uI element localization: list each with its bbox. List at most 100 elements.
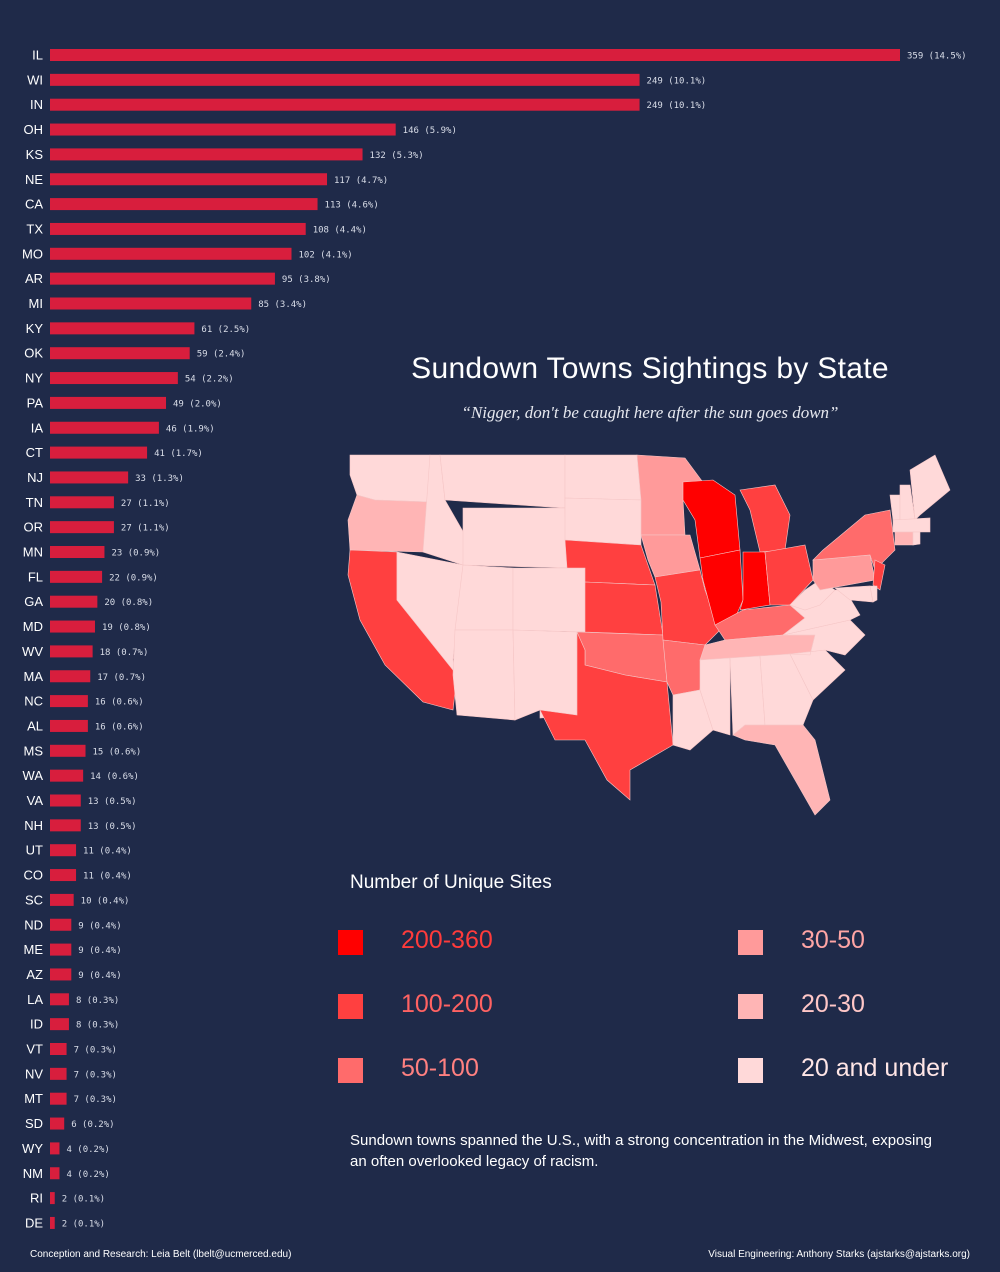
- map-state-mi: [739, 484, 791, 553]
- state-label-ne: NE: [25, 172, 43, 187]
- map-state-az: [452, 629, 516, 721]
- map-state-pa: [812, 554, 876, 591]
- map-state-vt: [889, 494, 901, 521]
- bar-oh: [50, 123, 396, 136]
- chart-subtitle: “Nigger, don't be caught here after the …: [461, 403, 839, 422]
- bar-va: [50, 794, 81, 807]
- state-label-ms: MS: [24, 743, 44, 758]
- state-label-al: AL: [27, 718, 43, 733]
- value-label-ok: 59 (2.4%): [197, 350, 246, 360]
- value-label-ga: 20 (0.8%): [104, 598, 153, 608]
- state-label-mn: MN: [23, 545, 43, 560]
- map-state-nj: [872, 559, 886, 591]
- bar-ny: [50, 372, 178, 385]
- map-state-ga: [759, 653, 814, 726]
- state-label-id: ID: [30, 1017, 43, 1032]
- bar-de: [50, 1216, 55, 1229]
- value-label-nd: 9 (0.4%): [78, 921, 121, 931]
- legend-label: 20 and under: [801, 1054, 949, 1082]
- legend-label: 50-100: [401, 1054, 479, 1082]
- state-label-nj: NJ: [27, 470, 43, 485]
- value-label-mt: 7 (0.3%): [74, 1095, 117, 1105]
- state-label-wa: WA: [23, 768, 44, 783]
- map-state-al: [729, 655, 766, 736]
- description-text: Sundown towns spanned the U.S., with a s…: [350, 1132, 933, 1170]
- value-label-ne: 117 (4.7%): [334, 176, 388, 186]
- value-label-al: 16 (0.6%): [95, 722, 144, 732]
- value-label-ut: 11 (0.4%): [83, 847, 132, 857]
- legend-swatch: [738, 1058, 763, 1083]
- state-label-nd: ND: [24, 917, 43, 932]
- map-state-mn: [636, 454, 706, 536]
- value-label-nv: 7 (0.3%): [74, 1070, 117, 1080]
- value-label-oh: 146 (5.9%): [403, 126, 457, 136]
- value-label-ma: 17 (0.7%): [97, 673, 146, 683]
- state-label-mo: MO: [22, 246, 43, 261]
- bar-in: [50, 98, 640, 111]
- bar-wy: [50, 1142, 60, 1155]
- legend-swatch: [738, 930, 763, 955]
- bar-pa: [50, 396, 167, 409]
- map-state-or: [347, 494, 431, 553]
- bar-ms: [50, 744, 86, 757]
- bar-ok: [50, 347, 190, 360]
- value-label-ms: 15 (0.6%): [93, 747, 142, 757]
- chart-title: Sundown Towns Sightings by State: [411, 352, 889, 385]
- bar-sd: [50, 1117, 65, 1130]
- bar-ar: [50, 272, 275, 285]
- value-label-id: 8 (0.3%): [76, 1021, 119, 1031]
- bar-al: [50, 719, 88, 732]
- value-label-in: 249 (10.1%): [647, 101, 707, 111]
- value-label-mi: 85 (3.4%): [258, 300, 307, 310]
- bar-ks: [50, 148, 363, 161]
- value-label-sd: 6 (0.2%): [71, 1120, 114, 1130]
- value-label-ct: 41 (1.7%): [154, 449, 203, 459]
- map-state-nd: [564, 454, 642, 501]
- bar-ct: [50, 446, 148, 459]
- state-label-mi: MI: [29, 296, 43, 311]
- value-label-mo: 102 (4.1%): [299, 250, 353, 260]
- value-label-tx: 108 (4.4%): [313, 225, 367, 235]
- value-label-ky: 61 (2.5%): [201, 325, 250, 335]
- state-label-il: IL: [32, 48, 43, 63]
- state-label-nc: NC: [24, 694, 43, 709]
- map-state-nm: [512, 629, 578, 721]
- value-label-nm: 4 (0.2%): [66, 1170, 109, 1180]
- state-label-ma: MA: [24, 669, 44, 684]
- bar-wi: [50, 73, 640, 86]
- state-label-ny: NY: [25, 371, 43, 386]
- value-label-va: 13 (0.5%): [88, 797, 137, 807]
- value-label-md: 19 (0.8%): [102, 623, 151, 633]
- state-label-ca: CA: [25, 197, 43, 212]
- bar-nh: [50, 819, 81, 832]
- state-label-nm: NM: [23, 1166, 43, 1181]
- state-label-sc: SC: [25, 892, 43, 907]
- bar-ut: [50, 844, 77, 857]
- map-state-de: [869, 585, 878, 603]
- bar-ca: [50, 198, 318, 211]
- value-label-il: 359 (14.5%): [907, 52, 967, 62]
- value-label-de: 2 (0.1%): [62, 1219, 105, 1229]
- bar-ia: [50, 421, 159, 434]
- bar-mn: [50, 546, 105, 558]
- state-label-tn: TN: [26, 495, 43, 510]
- value-label-ar: 95 (3.8%): [282, 275, 331, 285]
- bar-nd: [50, 918, 72, 931]
- state-label-ri: RI: [30, 1191, 43, 1206]
- map-state-wa: [349, 454, 431, 503]
- value-label-nh: 13 (0.5%): [88, 822, 137, 832]
- map-state-mt: [439, 454, 566, 509]
- value-label-ia: 46 (1.9%): [166, 424, 215, 434]
- legend-label: 30-50: [801, 926, 865, 954]
- map-state-me: [909, 454, 951, 521]
- bar-md: [50, 620, 95, 633]
- state-label-nv: NV: [25, 1066, 43, 1081]
- state-label-la: LA: [27, 992, 43, 1007]
- map-state-tx: [539, 631, 674, 801]
- value-label-tn: 27 (1.1%): [121, 499, 170, 509]
- legend-label: 20-30: [801, 990, 865, 1018]
- bar-id: [50, 1018, 69, 1031]
- value-label-la: 8 (0.3%): [76, 996, 119, 1006]
- map-state-nc: [782, 619, 866, 656]
- value-label-ca: 113 (4.6%): [325, 201, 379, 211]
